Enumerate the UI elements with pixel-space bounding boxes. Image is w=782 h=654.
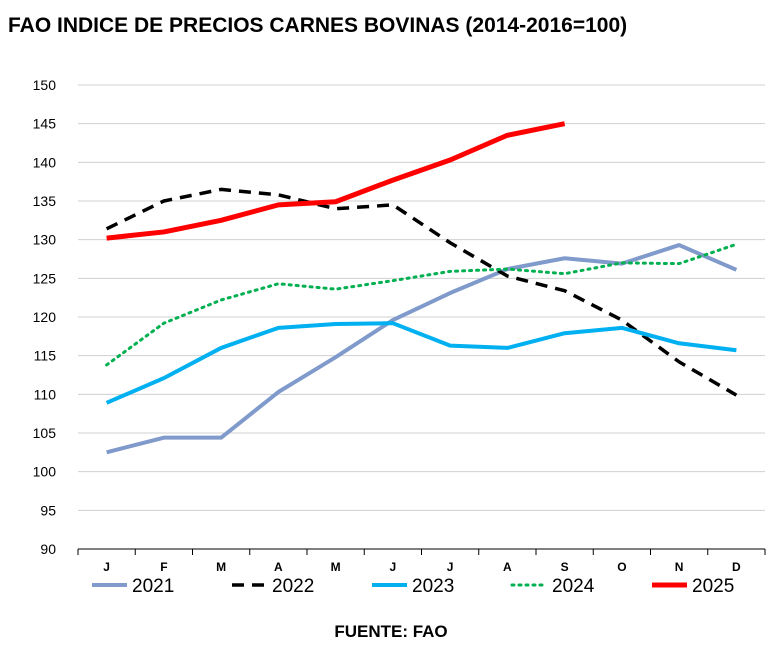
legend-label-2021: 2021 <box>132 576 174 597</box>
legend-label-2024: 2024 <box>552 576 595 597</box>
x-tick-label: A <box>503 560 512 574</box>
y-tick-label: 105 <box>33 425 57 441</box>
x-tick-label: F <box>160 560 167 574</box>
y-tick-label: 145 <box>33 116 57 132</box>
series-line-2022 <box>105 187 738 397</box>
legend-label-2023: 2023 <box>412 576 454 597</box>
x-tick-label: S <box>561 560 569 574</box>
x-tick-label: A <box>274 560 283 574</box>
x-tick-label: M <box>216 560 226 574</box>
x-tick-label: J <box>103 560 110 574</box>
y-tick-label: 100 <box>33 464 57 480</box>
y-tick-label: 115 <box>34 348 57 364</box>
y-tick-label: 125 <box>33 270 57 286</box>
y-tick-label: 140 <box>33 154 57 170</box>
legend-label-2025: 2025 <box>692 576 734 597</box>
chart-title: FAO INDICE DE PRECIOS CARNES BOVINAS (20… <box>8 14 628 37</box>
legend-label-2022: 2022 <box>272 576 314 597</box>
x-tick-label: O <box>617 560 626 574</box>
x-tick-label: D <box>732 560 741 574</box>
series-line-2024 <box>105 242 738 367</box>
y-tick-label: 120 <box>33 309 57 325</box>
y-tick-label: 130 <box>33 232 57 248</box>
y-tick-label: 90 <box>40 541 56 557</box>
series-line-2023 <box>105 321 737 405</box>
x-tick-label: J <box>447 560 454 574</box>
x-tick-label: M <box>331 560 341 574</box>
chart-source: FUENTE: FAO <box>334 622 448 641</box>
x-tick-label: J <box>390 560 397 574</box>
y-tick-label: 95 <box>40 502 56 518</box>
series-line-2025 <box>106 121 566 241</box>
y-tick-label: 110 <box>34 386 57 402</box>
series-line-2021 <box>106 243 738 455</box>
y-tick-label: 135 <box>33 193 57 209</box>
x-tick-label: N <box>675 560 684 574</box>
y-tick-label: 150 <box>33 77 57 93</box>
